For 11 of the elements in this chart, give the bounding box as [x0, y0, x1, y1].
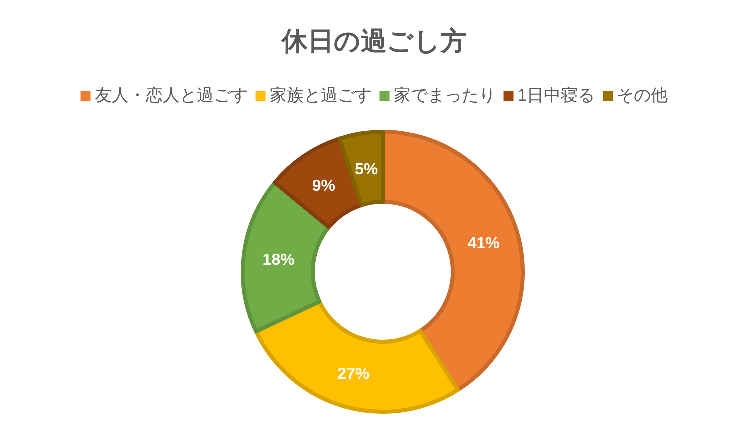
- data-label: 18%: [262, 252, 295, 269]
- legend-label: 家族と過ごす: [270, 86, 372, 105]
- data-label: 41%: [468, 236, 500, 253]
- data-label: 5%: [355, 161, 378, 178]
- legend-label: 友人・恋人と過ごす: [94, 86, 248, 105]
- legend-label: 1日中寝る: [518, 86, 596, 105]
- legend-label: その他: [617, 86, 668, 105]
- legend-label: 家でまったり: [394, 86, 496, 105]
- chart-title: 休日の過ごし方: [281, 26, 467, 56]
- data-label: 9%: [312, 178, 336, 196]
- data-label: 27%: [338, 366, 370, 383]
